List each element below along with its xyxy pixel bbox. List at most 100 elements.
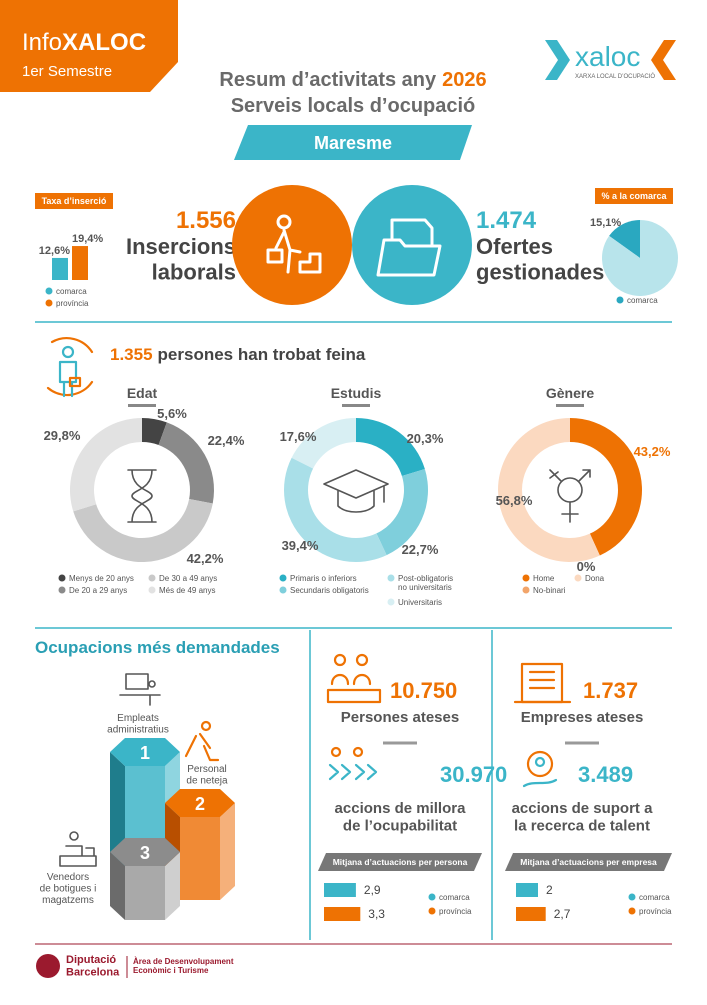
people-actions-label: accions de millora de l’ocupabilitat <box>335 800 467 834</box>
value-label: 5,6% <box>157 406 187 421</box>
offers-icon <box>376 218 442 277</box>
bar <box>324 883 356 897</box>
occupations-title: Ocupacions més demandades <box>35 638 280 657</box>
legend-marker <box>616 296 624 304</box>
legend-label: Dona <box>585 574 605 583</box>
occupation-label: Empleats administratius <box>107 713 169 736</box>
improvement-icon <box>328 746 378 781</box>
value-label: 22,4% <box>208 433 245 448</box>
footer-department: Àrea de Desenvolupament Econòmic i Turism… <box>133 957 234 975</box>
shop-icon <box>59 831 97 867</box>
donut-slice <box>356 418 425 477</box>
legend-marker <box>58 586 66 594</box>
bar <box>516 907 546 921</box>
title-underline <box>128 404 156 407</box>
legend-label: Post-obligatoris no universitaris <box>398 574 453 592</box>
legend-label: De 30 a 49 anys <box>159 574 217 583</box>
legend-marker <box>428 893 436 901</box>
logo-name: xaloc <box>575 41 640 72</box>
region: Maresme <box>314 133 392 153</box>
people-actions-value: 30.970 <box>440 762 507 787</box>
value-label: 42,2% <box>187 551 224 566</box>
people-icon <box>326 653 382 704</box>
value-label: 15,1% <box>590 217 621 229</box>
value-label: 17,6% <box>280 429 317 444</box>
donut-slice <box>158 422 215 504</box>
legend-label: De 20 a 29 anys <box>69 586 127 595</box>
bar <box>72 246 88 280</box>
legend-label: província <box>56 299 89 308</box>
offers-value: 1.474 <box>476 207 537 234</box>
legend-label: província <box>639 907 672 916</box>
bar <box>324 907 361 921</box>
insertions-icon <box>266 214 322 274</box>
legend-marker <box>628 907 636 915</box>
header-badge <box>0 0 178 92</box>
employment-icon <box>46 337 94 398</box>
chart-title: Mitjana d’actuacions per persona <box>333 857 468 867</box>
bar <box>52 257 68 280</box>
logo-chevron <box>651 40 676 80</box>
people-served-value: 10.750 <box>390 678 457 703</box>
value-label: 2 <box>546 883 553 897</box>
chart-title: Taxa d’inserció <box>42 196 107 206</box>
offers-label: Ofertes gestionades <box>476 234 604 284</box>
legend-label: Secundaris obligatoris <box>290 586 369 595</box>
donut-slice <box>73 498 213 563</box>
donut-slice <box>570 418 643 556</box>
legend-marker <box>387 598 395 606</box>
companies-actions-label: accions de suport a la recerca de talent <box>512 800 654 834</box>
legend-label: Menys de 20 anys <box>69 574 134 583</box>
value-label: 2,9 <box>364 883 381 897</box>
legend-marker <box>148 586 156 594</box>
cleaning-icon <box>184 720 220 762</box>
value-label: 29,8% <box>44 428 81 443</box>
brand-name: XALOC <box>62 29 146 56</box>
podium-3 <box>110 838 180 920</box>
period: 1er Semestre <box>22 63 112 80</box>
companies-served-value: 1.737 <box>583 678 638 703</box>
legend-marker <box>45 287 53 295</box>
people-served-label: Persones ateses <box>341 709 459 726</box>
occupation-label: Personal de neteja <box>186 764 228 787</box>
legend-marker <box>58 574 66 582</box>
value-label: 12,6% <box>39 245 70 257</box>
legend-label: província <box>439 907 472 916</box>
value-label: 39,4% <box>282 538 319 553</box>
rank: 2 <box>195 794 205 814</box>
employment-value: 1.355 <box>110 345 153 364</box>
donut-slice <box>291 418 356 469</box>
region-banner <box>234 125 472 160</box>
value-label: 3,3 <box>368 907 385 921</box>
legend-marker <box>279 574 287 582</box>
company-icon <box>513 662 572 704</box>
chart-title: Gènere <box>546 385 594 401</box>
rank: 1 <box>140 743 150 763</box>
title-text: Resum d’activitats any <box>219 69 437 91</box>
logo-tagline: XARXA LOCAL D’OCUPACIÓ <box>575 73 655 80</box>
footer-logo <box>36 954 60 978</box>
value-label: 20,3% <box>407 431 444 446</box>
employment: 1.355 persones han trobat feina <box>110 345 366 364</box>
pie-slice <box>609 220 640 258</box>
donut-slice <box>284 457 387 562</box>
rank: 3 <box>140 843 150 863</box>
chart-title: Estudis <box>331 385 382 401</box>
legend-marker <box>522 586 530 594</box>
employment-label: persones han trobat feina <box>158 345 366 364</box>
legend-label: comarca <box>627 296 658 305</box>
legend-label: comarca <box>639 893 670 902</box>
donut-slice <box>498 418 600 562</box>
donut-slice <box>70 418 142 512</box>
chart-title-box <box>35 193 113 209</box>
occupation-label: Venedors de botigues i magatzems <box>40 872 97 906</box>
donut-slice <box>142 418 167 445</box>
legend-label: Més de 49 anys <box>159 586 215 595</box>
subtitle: Serveis locals d’ocupació <box>231 95 476 117</box>
legend-marker <box>387 574 395 582</box>
value-label: 43,2% <box>634 444 671 459</box>
brand-prefix: Info <box>22 29 62 56</box>
logo-chevron <box>545 40 570 80</box>
title-underline <box>342 404 370 407</box>
